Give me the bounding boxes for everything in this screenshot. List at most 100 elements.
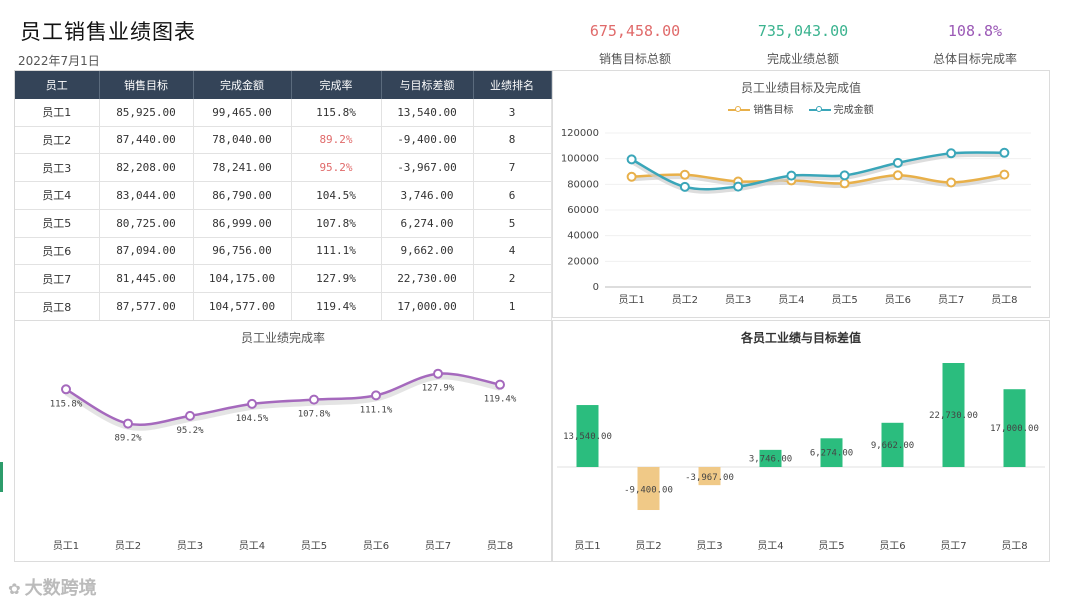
table-cell: 员工3 (15, 153, 100, 183)
data-label: 95.2% (176, 426, 204, 436)
table-cell: 3,746.00 (381, 181, 474, 210)
table-cell: 107.8% (291, 209, 382, 238)
table-cell: 4 (473, 237, 552, 266)
data-point (839, 170, 850, 181)
brand-logo-icon: ✿ (8, 580, 21, 598)
x-tick-label: 员工5 (831, 294, 857, 306)
table-cell: 86,999.00 (193, 209, 292, 238)
x-tick-label: 员工2 (115, 540, 141, 552)
legend-label: 完成金额 (833, 105, 874, 116)
x-tick-label: 员工3 (177, 540, 203, 552)
data-point (892, 157, 903, 168)
bar (759, 449, 782, 467)
table-row[interactable]: 员工8 87,577.00 104,577.00 119.4% 17,000.00 1 (15, 292, 552, 321)
x-tick-label: 员工8 (1001, 540, 1027, 552)
column-header: 业绩排名 (473, 71, 552, 99)
table-cell: 9,662.00 (381, 237, 474, 266)
table-cell: 13,540.00 (381, 99, 474, 127)
data-label: 6,274.00 (810, 449, 853, 459)
table-cell: 员工5 (15, 209, 100, 238)
table-cell: 87,577.00 (99, 292, 194, 321)
table-row[interactable]: 员工3 82,208.00 78,241.00 95.2% -3,967.00 7 (15, 153, 552, 183)
table-row[interactable]: 员工7 81,445.00 104,175.00 127.9% 22,730.00 2 (15, 264, 552, 294)
data-label: 104.5% (236, 414, 269, 424)
left-accent-bar (0, 462, 3, 492)
table-cell: 员工2 (15, 126, 100, 155)
table-cell: 22,730.00 (381, 264, 474, 294)
kpi-label: 销售目标总额 (598, 52, 671, 66)
column-header: 销售目标 (99, 71, 194, 99)
table-cell: 104.5% (291, 181, 382, 210)
data-point (786, 170, 797, 181)
chart-title: 员工业绩完成率 (240, 331, 325, 345)
panel-completion-rate: 员工业绩完成率 115.8% 89.2% 95.2% 104.5% 107.8% 111.… (14, 320, 552, 562)
x-tick-label: 员工6 (885, 294, 911, 306)
data-point (185, 410, 195, 421)
x-tick-label: 员工7 (425, 540, 451, 552)
data-point (626, 154, 637, 165)
data-point (999, 169, 1010, 180)
table-cell: 115.8% (291, 99, 382, 127)
kpi-value: 108.8% (947, 22, 1003, 40)
table-cell: 2 (473, 264, 552, 294)
bar (698, 467, 721, 486)
kpi-completed-total: 735,043.00 完成业绩总额 (718, 22, 888, 67)
table-row[interactable]: 员工6 87,094.00 96,756.00 111.1% 9,662.00 4 (15, 237, 552, 266)
data-point (733, 181, 744, 192)
table-cell: -9,400.00 (381, 126, 474, 155)
x-tick-label: 员工8 (487, 540, 513, 552)
data-point (679, 181, 690, 192)
series-line (65, 372, 501, 427)
x-tick-label: 员工4 (757, 540, 783, 552)
table-header-row: 员工 销售目标 完成金额 完成率 与目标差额 业绩排名 (15, 71, 552, 99)
line-chart-completion-rate: 115.8% 89.2% 95.2% 104.5% 107.8% 111.1% 127.9%… (50, 368, 517, 552)
data-point (626, 171, 637, 182)
data-label: 3,746.00 (749, 454, 792, 464)
chart-title: 各员工业绩与目标差值 (740, 331, 861, 345)
data-point (946, 177, 957, 188)
table-cell: 5 (473, 209, 552, 238)
report-date: 2022年7月1日 (18, 54, 100, 68)
x-tick-label: 员工1 (53, 540, 79, 552)
table-cell: 员工4 (15, 181, 100, 210)
table-row[interactable]: 员工5 80,725.00 86,999.00 107.8% 6,274.00 5 (15, 209, 552, 238)
table-cell: 17,000.00 (381, 292, 474, 321)
x-tick-label: 员工3 (696, 540, 722, 552)
series-shadow (630, 151, 1005, 194)
x-tick-label: 员工4 (239, 540, 265, 552)
data-label: 13,540.00 (563, 432, 612, 442)
table-cell: 85,925.00 (99, 99, 194, 127)
table-body: 员工1 85,925.00 99,465.00 115.8% 13,540.00 3 员工2… (15, 99, 552, 321)
table-cell: 83,044.00 (99, 181, 194, 210)
data-point (309, 394, 319, 405)
table-cell: 104,577.00 (193, 292, 292, 321)
data-label: -9,400.00 (624, 486, 673, 496)
x-tick-label: 员工2 (635, 540, 661, 552)
table-row[interactable]: 员工2 87,440.00 78,040.00 89.2% -9,400.00 8 (15, 126, 552, 155)
data-point (946, 148, 957, 159)
x-tick-label: 员工5 (818, 540, 844, 552)
table-cell: 127.9% (291, 264, 382, 294)
table-row[interactable]: 员工4 83,044.00 86,790.00 104.5% 3,746.00 6 (15, 181, 552, 210)
kpi-label: 总体目标完成率 (932, 52, 1017, 66)
table-cell: 82,208.00 (99, 153, 194, 183)
table-cell: 1 (473, 292, 552, 321)
x-tick-label: 员工1 (574, 540, 600, 552)
table-cell: 86,790.00 (193, 181, 292, 210)
column-header: 完成金额 (193, 71, 292, 99)
legend-item-target[interactable]: 销售目标 (728, 105, 793, 116)
data-label: 111.1% (360, 405, 393, 415)
brand-watermark: ✿ 大数跨境 (8, 574, 97, 600)
x-tick-label: 员工7 (938, 294, 964, 306)
legend-swatch (808, 106, 831, 112)
table-cell: 104,175.00 (193, 264, 292, 294)
data-label: 89.2% (114, 434, 142, 444)
y-tick-label: 120000 (561, 128, 599, 139)
table-row[interactable]: 员工1 85,925.00 99,465.00 115.8% 13,540.00 3 (15, 99, 552, 127)
bar (881, 422, 904, 467)
data-label: 9,662.00 (871, 441, 914, 451)
x-tick-label: 员工3 (725, 294, 751, 306)
legend-item-completed[interactable]: 完成金额 (808, 105, 874, 116)
x-tick-label: 员工5 (301, 540, 327, 552)
table-cell: 78,040.00 (193, 126, 292, 155)
